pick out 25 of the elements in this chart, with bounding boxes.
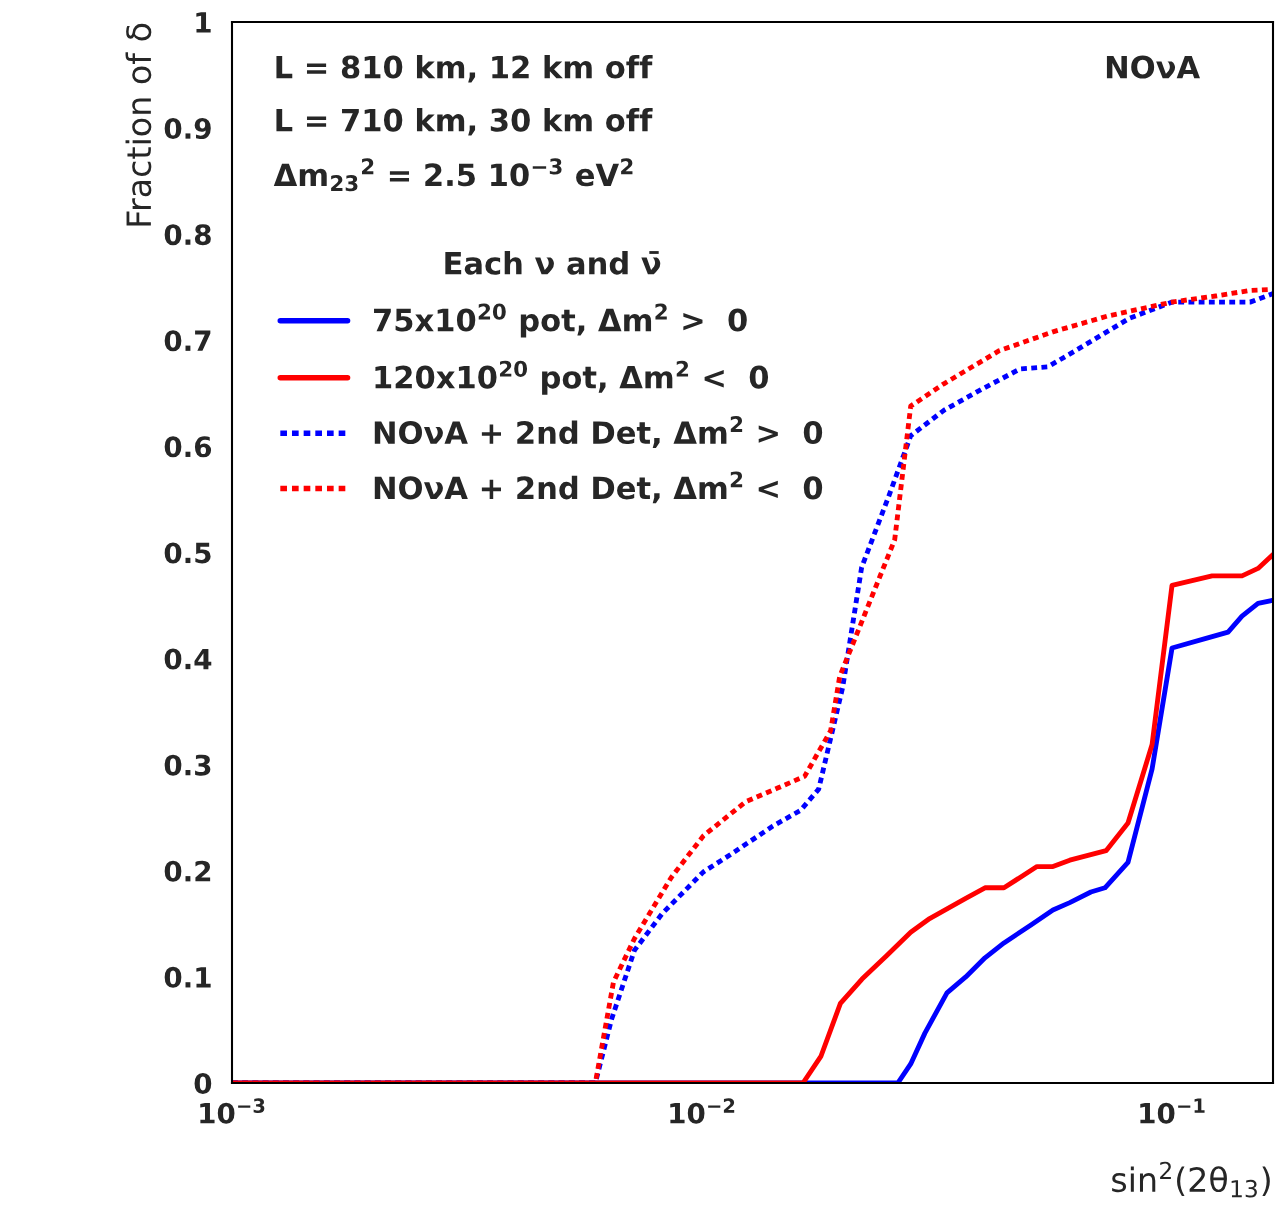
legend-label: NOνA + 2nd Det, Δm$^{2}$ < 0 <box>374 471 823 504</box>
x-tick-label: 10$^{−3}$ <box>200 1098 265 1124</box>
y-tick-label: 0.3 <box>164 754 211 776</box>
x-tick-label: 10$^{−1}$ <box>1140 1098 1205 1124</box>
legend-title: Each ν and ν̄ <box>445 251 661 275</box>
y-tick-label: 0.1 <box>164 966 211 988</box>
legend-label: NOνA + 2nd Det, Δm$^{2}$ > 0 <box>374 416 823 448</box>
legend-label: 75x10$^{20}$ pot, Δm$^{2}$ > 0 <box>374 303 747 338</box>
y-tick-label: 0.5 <box>164 542 211 564</box>
annotation: Δm$_{23}$$^{2}$ = 2.5 10$^{−3}$ eV$^{2}$ <box>273 158 633 192</box>
x-tick-label: 10$^{−2}$ <box>670 1098 735 1124</box>
annotation: NOνA <box>1106 55 1200 79</box>
annotation: L = 810 km, 12 km off <box>276 54 653 83</box>
legend-label: 120x10$^{20}$ pot, Δm$^{2}$ < 0 <box>375 360 769 395</box>
y-tick-label: 0.9 <box>164 118 211 140</box>
y-tick-label: 0.6 <box>164 436 212 458</box>
y-tick-label: 0 <box>194 1072 212 1094</box>
x-axis-title: sin$^{2}$(2θ$_{13}$) <box>1112 1161 1270 1198</box>
y-axis-title: Fraction of δ <box>125 23 152 226</box>
y-tick-label: 0.4 <box>164 648 212 670</box>
y-tick-label: 0.7 <box>164 330 211 352</box>
y-tick-label: 0.2 <box>164 860 211 882</box>
y-tick-label: 0.8 <box>164 224 211 246</box>
annotation: L = 710 km, 30 km off <box>276 108 653 136</box>
y-tick-label: 1 <box>196 12 211 33</box>
